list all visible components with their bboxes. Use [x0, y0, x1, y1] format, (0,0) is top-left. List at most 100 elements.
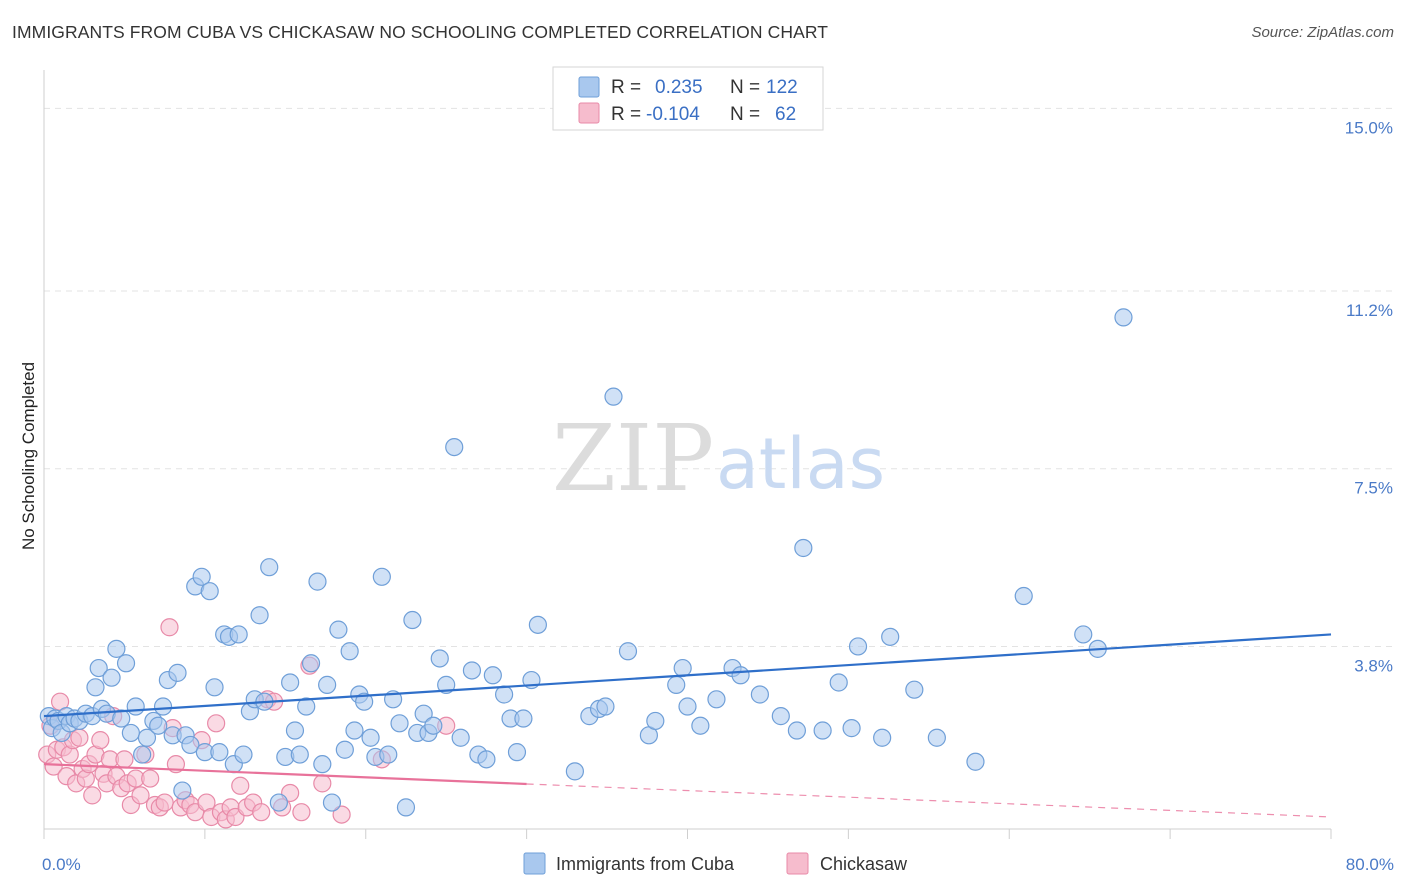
chickasaw-point [91, 731, 110, 750]
cuba-point [673, 658, 692, 678]
bottom-legend: Immigrants from Cuba Chickasaw [523, 852, 908, 875]
grid-lines [44, 107, 1392, 647]
cuba-point [379, 745, 398, 764]
chickasaw-point [292, 803, 311, 822]
cuba-point [403, 610, 422, 630]
cuba-point [126, 697, 145, 716]
legend-swatch-chickasaw [578, 102, 600, 124]
cuba-point [168, 663, 187, 682]
cuba-point [234, 745, 253, 764]
cuba-point [281, 673, 300, 692]
chickasaw-point [160, 618, 179, 637]
cuba-point [301, 654, 321, 673]
legend-r-label-chickasaw: R = [611, 104, 641, 125]
cuba-point [451, 728, 470, 747]
y-tick-label: 7.5% [1354, 479, 1393, 498]
legend-r-label-cuba: R = [611, 77, 641, 98]
cuba-point [260, 558, 279, 577]
cuba-point [335, 740, 354, 759]
chickasaw-trend-line [43, 763, 527, 786]
cuba-point [181, 735, 200, 755]
legend-n-label-chickasaw: N = [730, 104, 760, 125]
y-tick-label: 15.0% [1345, 118, 1393, 137]
cuba-point [173, 781, 192, 800]
cuba-point [528, 615, 547, 634]
chickasaw-point [155, 793, 174, 812]
cuba-point [966, 752, 985, 771]
cuba-point [322, 793, 342, 812]
cuba-point [229, 625, 248, 644]
trend-lines [43, 633, 1332, 818]
cuba-point [646, 711, 665, 731]
chickasaw-trend-line-extension [526, 783, 1332, 818]
cuba-point [107, 639, 126, 658]
bottom-legend-label-cuba: Immigrants from Cuba [556, 854, 735, 874]
cuba-point [153, 697, 173, 716]
cuba-point [618, 642, 638, 661]
watermark-zip: ZIP [552, 405, 714, 512]
cuba-point [691, 716, 710, 735]
cuba-point [345, 721, 364, 740]
cuba-point [329, 620, 348, 639]
cuba-point [604, 387, 623, 406]
cuba-point [285, 721, 305, 740]
cuba-point [133, 745, 152, 764]
cuba-point [565, 762, 584, 781]
cuba-point [390, 714, 409, 733]
cuba-point [813, 721, 832, 740]
cuba-point [205, 678, 224, 697]
cuba-point [372, 567, 391, 586]
cuba-point [462, 661, 482, 680]
cuba-point [116, 654, 136, 673]
cuba-point [361, 728, 380, 747]
cuba-point [787, 721, 806, 740]
cuba-point [905, 680, 924, 699]
cuba-point [1074, 625, 1093, 644]
chart-title: IMMIGRANTS FROM CUBA VS CHICKASAW NO SCH… [12, 22, 829, 42]
y-tick-label: 11.2% [1346, 301, 1393, 320]
cuba-point [250, 606, 269, 625]
bottom-legend-label-chickasaw: Chickasaw [820, 854, 908, 874]
cuba-point [414, 704, 433, 723]
chickasaw-point [332, 805, 351, 824]
cuba-point [445, 437, 464, 457]
legend-n-value-chickasaw: 62 [775, 104, 796, 125]
chickasaw-point [115, 750, 134, 769]
cuba-point [149, 716, 168, 735]
chickasaw-point [141, 769, 160, 788]
cuba-point [495, 685, 514, 704]
chart-source: Source: ZipAtlas.com [1251, 24, 1394, 41]
cuba-point [507, 743, 527, 762]
cuba-point [848, 637, 868, 656]
x-tick-marks [43, 829, 1332, 839]
cuba-point [355, 692, 374, 711]
x-tick-label-min: 0.0% [42, 855, 81, 874]
cuba-point [102, 668, 121, 687]
cuba-point [269, 793, 288, 812]
cuba-point [200, 582, 219, 601]
cuba-trend-line [43, 633, 1332, 718]
bottom-legend-swatch-cuba [523, 852, 546, 875]
cuba-point [667, 675, 686, 694]
cuba-point [731, 666, 750, 685]
legend-n-value-cuba: 122 [766, 77, 798, 98]
cuba-point [430, 649, 449, 668]
cuba-point [750, 685, 769, 704]
cuba-point [873, 728, 892, 747]
cuba-point [881, 627, 900, 646]
cuba-point [318, 675, 337, 694]
cuba-point [1014, 586, 1033, 606]
cuba-points [39, 308, 1133, 817]
cuba-point [137, 728, 157, 747]
cuba-point [89, 658, 108, 678]
cuba-point [424, 716, 443, 735]
bottom-legend-swatch-chickasaw [786, 852, 809, 875]
cuba-point [1114, 308, 1133, 327]
watermark: ZIP atlas [552, 405, 885, 512]
cuba-point [396, 798, 416, 817]
cuba-point [437, 675, 456, 694]
cuba-point [842, 719, 861, 738]
legend-n-label-cuba: N = [730, 77, 760, 98]
cuba-point [112, 709, 131, 728]
